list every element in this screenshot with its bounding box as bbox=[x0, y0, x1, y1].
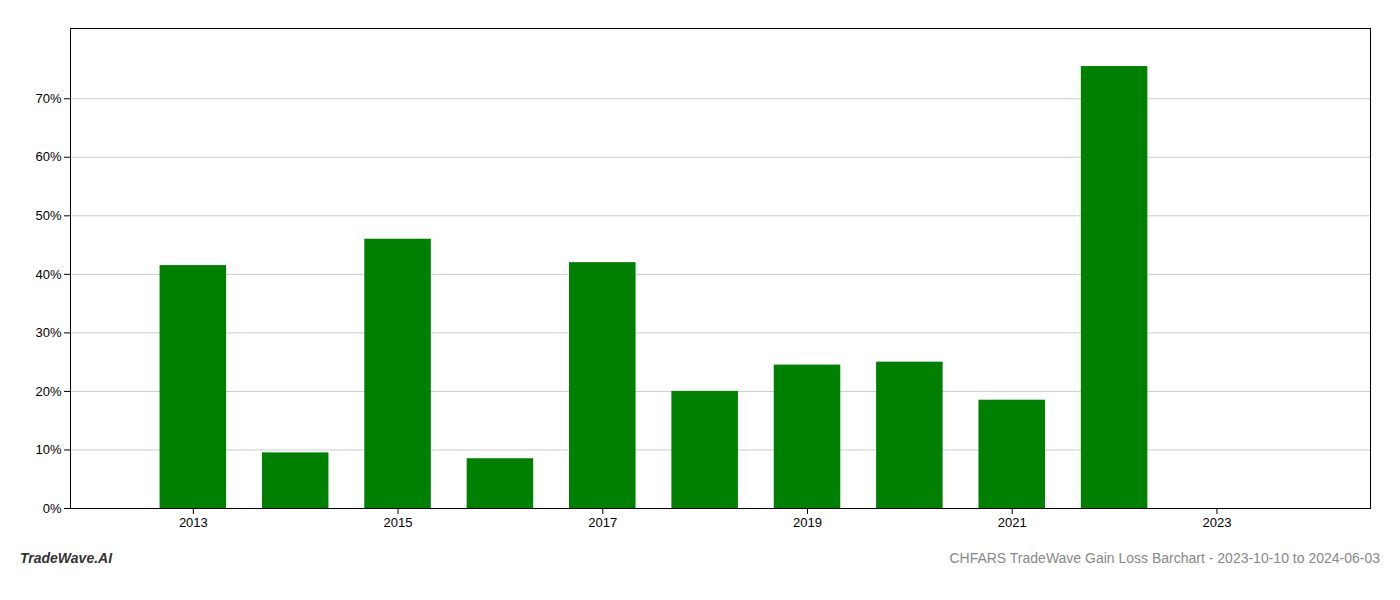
html-text:CHFARS TradeWave Gain Loss Bar: CHFARS TradeWave Gain Loss Barchart - 20… bbox=[949, 550, 1380, 566]
svg-text:0%: 0% bbox=[43, 501, 62, 516]
svg-text:2023: 2023 bbox=[1202, 515, 1231, 530]
svg-text:2021: 2021 bbox=[998, 515, 1027, 530]
svg-text:20%: 20% bbox=[35, 384, 61, 399]
svg-text:60%: 60% bbox=[35, 149, 61, 164]
svg-text:2013: 2013 bbox=[179, 515, 208, 530]
svg-text:50%: 50% bbox=[35, 208, 61, 223]
svg-text:2019: 2019 bbox=[793, 515, 822, 530]
svg-text:2017: 2017 bbox=[588, 515, 617, 530]
svg-text:30%: 30% bbox=[35, 325, 61, 340]
svg-text:40%: 40% bbox=[35, 267, 61, 282]
svg-text:2015: 2015 bbox=[384, 515, 413, 530]
svg-text:70%: 70% bbox=[35, 91, 61, 106]
svg-text:10%: 10% bbox=[35, 442, 61, 457]
html-text:TradeWave.AI: TradeWave.AI bbox=[20, 550, 113, 566]
